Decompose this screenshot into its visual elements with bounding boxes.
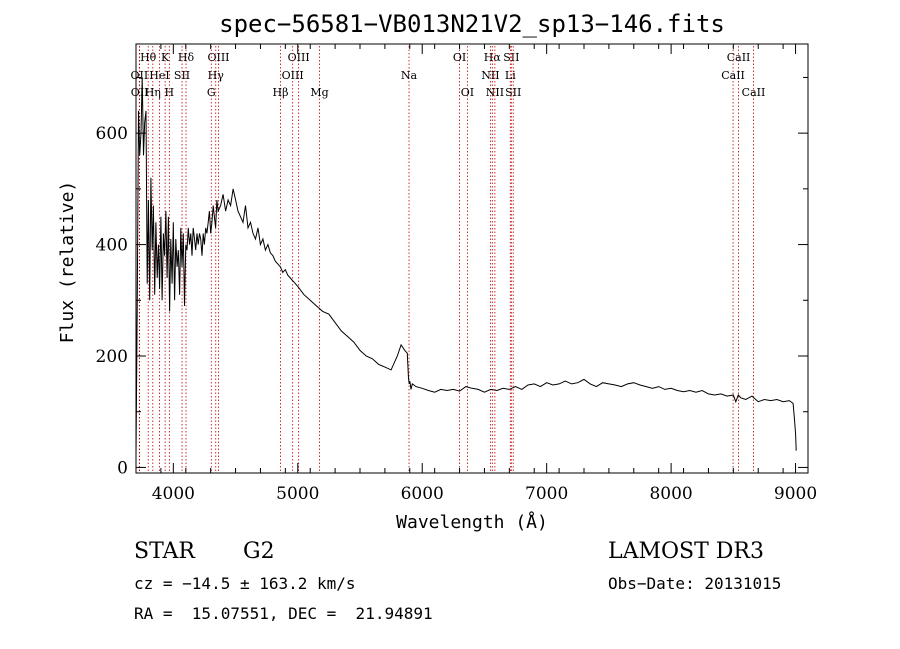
spectral-line-label: K xyxy=(161,51,170,64)
spectral-line-label: SII xyxy=(503,51,519,64)
spectral-line-label: Mg xyxy=(310,86,328,99)
spectral-line-label: Hθ xyxy=(140,51,157,64)
survey-name: LAMOST DR3 xyxy=(608,539,764,564)
x-tick-label: 6000 xyxy=(401,484,444,504)
redshift-cz: cz = −14.5 ± 163.2 km/s xyxy=(134,574,356,593)
spectral-line-label: NII xyxy=(481,69,499,82)
y-axis-label: Flux (relative) xyxy=(57,181,78,344)
spectral-line-label: CaII xyxy=(742,86,766,99)
spectral-line-label: Hγ xyxy=(208,69,225,82)
y-tick-label: 600 xyxy=(96,124,128,144)
spectral-line-label: Hη xyxy=(145,86,161,99)
spectral-line-label: SII xyxy=(505,86,521,99)
object-type: STAR xyxy=(134,539,195,564)
coordinates: RA = 15.07551, DEC = 21.94891 xyxy=(134,604,433,623)
x-axis-label: Wavelength (Å) xyxy=(396,511,548,533)
spectral-line-label: Li xyxy=(505,69,516,82)
spectral-line-label: HeI xyxy=(149,69,169,82)
spectral-line-label: OIII xyxy=(207,51,229,64)
spectrum-line xyxy=(135,77,797,457)
object-subclass: G2 xyxy=(243,539,275,564)
spectral-line-label: CaII xyxy=(721,69,745,82)
x-tick-label: 7000 xyxy=(525,484,568,504)
spectral-line-label: OIII xyxy=(288,51,310,64)
y-tick-label: 200 xyxy=(96,347,128,367)
x-tick-label: 8000 xyxy=(649,484,692,504)
x-tick-label: 9000 xyxy=(774,484,817,504)
x-tick-label: 4000 xyxy=(152,484,195,504)
observation-date: Obs−Date: 20131015 xyxy=(608,574,782,593)
x-tick-label: 5000 xyxy=(276,484,319,504)
spectral-line-label: Hδ xyxy=(178,51,195,64)
chart-title: spec−56581−VB013N21V2_sp13−146.fits xyxy=(219,10,725,38)
spectral-line-label: CaII xyxy=(727,51,751,64)
spectral-line-label: Hβ xyxy=(273,86,289,99)
spectral-line-label: H xyxy=(165,86,175,99)
y-tick-label: 0 xyxy=(117,458,128,478)
spectral-line-label: SII xyxy=(174,69,190,82)
spectral-line-label: OI xyxy=(453,51,466,64)
spectral-line-label: OII xyxy=(131,86,149,99)
spectral-line-label: Hα xyxy=(484,51,502,64)
spectral-line-label: Na xyxy=(401,69,418,82)
spectral-line-label: OIII xyxy=(282,69,304,82)
spectral-line-label: NII xyxy=(486,86,504,99)
y-tick-label: 400 xyxy=(96,236,128,256)
spectral-line-label: G xyxy=(207,86,216,99)
spectral-line-label: OI xyxy=(461,86,474,99)
plot-frame xyxy=(135,43,809,474)
